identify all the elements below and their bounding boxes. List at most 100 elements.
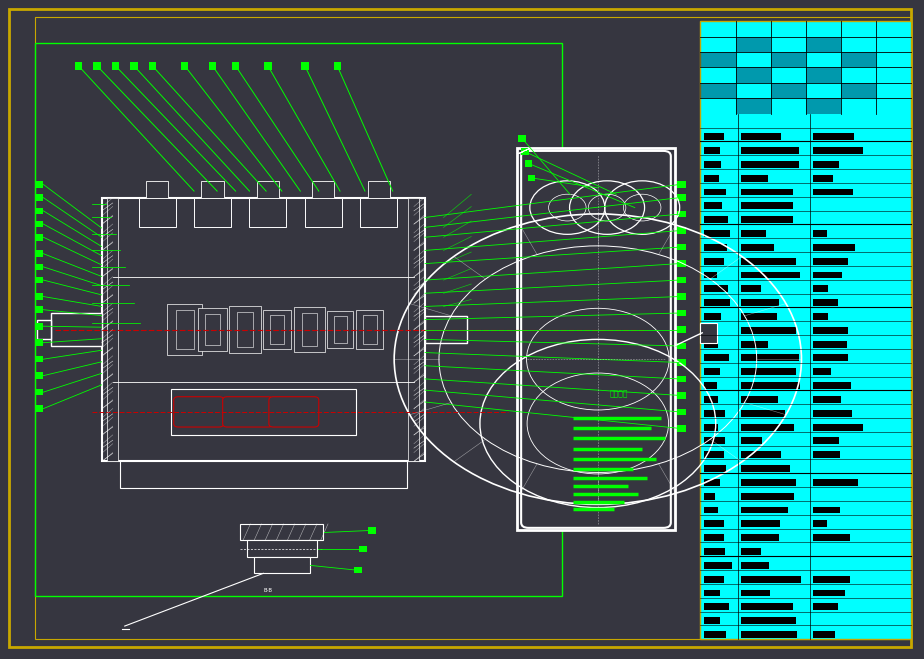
Bar	[425, 316, 467, 343]
Bar	[517, 148, 675, 530]
Bar	[677, 425, 686, 432]
Bar	[813, 327, 847, 333]
Bar	[327, 311, 353, 348]
Bar	[257, 181, 279, 198]
Bar	[741, 410, 784, 416]
Bar	[741, 230, 766, 237]
Bar	[806, 36, 841, 52]
Bar	[704, 438, 725, 444]
Bar	[741, 562, 769, 569]
Bar	[263, 310, 291, 349]
Bar	[704, 202, 723, 210]
Bar	[704, 175, 719, 182]
Bar	[35, 293, 43, 300]
Bar	[240, 524, 323, 540]
Bar	[35, 264, 43, 270]
Bar	[704, 534, 723, 541]
Bar	[205, 314, 220, 345]
Bar	[356, 310, 383, 349]
Bar	[704, 133, 723, 140]
Bar	[741, 258, 796, 264]
Bar	[518, 135, 526, 142]
Bar	[294, 307, 325, 352]
Bar	[741, 175, 768, 182]
Bar	[741, 313, 777, 320]
Bar	[229, 306, 261, 353]
Bar	[247, 540, 317, 557]
Bar	[704, 576, 724, 583]
Bar	[198, 308, 227, 351]
Bar	[704, 327, 718, 333]
Bar	[741, 493, 794, 500]
Bar	[209, 62, 216, 70]
Bar	[741, 534, 779, 541]
Bar	[741, 188, 793, 196]
Bar	[528, 175, 535, 181]
Bar	[813, 590, 845, 596]
Bar	[841, 83, 876, 98]
Bar	[35, 306, 43, 313]
Bar	[704, 631, 725, 638]
Bar	[741, 465, 790, 472]
Bar	[741, 631, 796, 638]
Bar	[35, 356, 43, 362]
Text: 技术要求: 技术要求	[610, 389, 628, 399]
Bar	[37, 320, 51, 339]
Bar	[700, 21, 911, 639]
Bar	[167, 304, 202, 355]
Bar	[102, 198, 425, 461]
Bar	[35, 372, 43, 379]
Bar	[677, 343, 686, 349]
Bar	[194, 198, 231, 227]
Bar	[704, 313, 722, 320]
Bar	[741, 507, 788, 513]
Bar	[771, 52, 806, 67]
Bar	[741, 451, 781, 458]
Bar	[736, 67, 771, 83]
Bar	[741, 299, 779, 306]
Bar	[677, 392, 686, 399]
Bar	[704, 396, 718, 403]
Bar	[130, 62, 138, 70]
Bar	[741, 521, 780, 527]
Bar	[677, 211, 686, 217]
Bar	[35, 234, 43, 241]
Bar	[813, 410, 852, 416]
Bar	[704, 161, 721, 168]
Bar	[741, 147, 799, 154]
Bar	[813, 147, 863, 154]
Bar	[704, 617, 720, 624]
Bar	[813, 299, 838, 306]
Bar	[813, 258, 848, 264]
Bar	[139, 198, 176, 227]
Bar	[813, 521, 827, 527]
Bar	[35, 250, 43, 257]
Bar	[813, 285, 828, 292]
Bar	[75, 62, 82, 70]
Bar	[35, 43, 562, 596]
Bar	[677, 376, 686, 382]
Bar	[112, 62, 119, 70]
Bar	[813, 604, 838, 610]
Bar	[704, 604, 729, 610]
FancyBboxPatch shape	[269, 397, 319, 427]
Bar	[35, 389, 43, 395]
Bar	[813, 188, 854, 196]
FancyBboxPatch shape	[521, 151, 671, 528]
Bar	[704, 147, 720, 154]
Bar	[704, 188, 725, 196]
Bar	[368, 527, 376, 534]
Bar	[704, 272, 717, 278]
Bar	[704, 507, 718, 513]
Bar	[813, 161, 839, 168]
Bar	[171, 389, 356, 435]
Bar	[264, 62, 272, 70]
Bar	[677, 227, 686, 234]
Bar	[741, 244, 774, 251]
Bar	[521, 148, 529, 155]
Bar	[813, 424, 863, 430]
Bar	[704, 341, 718, 347]
Bar	[704, 590, 720, 596]
Bar	[677, 359, 686, 366]
Bar	[704, 368, 720, 375]
